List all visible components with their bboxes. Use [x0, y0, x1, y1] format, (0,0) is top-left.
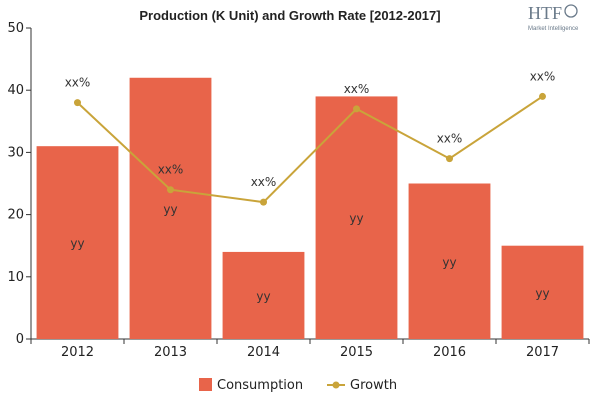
logo-mark: HTF: [528, 3, 562, 23]
growth-point-label: xx%: [158, 163, 184, 177]
consumption-labels: yy yy yy yy yy yy: [70, 202, 549, 303]
chart-title: Production (K Unit) and Growth Rate [201…: [139, 8, 440, 23]
legend-label-consumption: Consumption: [217, 378, 303, 393]
consumption-bars: [36, 77, 584, 339]
y-tick-label: 0: [16, 332, 24, 347]
growth-labels: xx% xx% xx% xx% xx% xx%: [65, 69, 556, 189]
y-tick-label: 40: [7, 83, 24, 98]
growth-point: [446, 155, 453, 163]
globe-icon: [564, 4, 578, 18]
growth-point-label: xx%: [251, 175, 277, 189]
x-tick-label: 2014: [247, 345, 280, 360]
consumption-bar-label: yy: [349, 212, 363, 226]
legend-label-growth: Growth: [350, 378, 397, 393]
growth-point-label: xx%: [65, 76, 91, 90]
x-axis: 2012 2013 2014 2015 2016 2017: [30, 338, 590, 360]
consumption-bar: [501, 245, 584, 339]
growth-point: [353, 105, 360, 113]
consumption-bar-label: yy: [70, 237, 84, 251]
growth-point-label: xx%: [530, 69, 556, 83]
legend-swatch-consumption: [199, 378, 212, 391]
consumption-bar-label: yy: [442, 255, 456, 269]
x-tick-label: 2015: [340, 345, 373, 360]
y-tick-label: 30: [7, 145, 24, 160]
growth-point-label: xx%: [344, 82, 370, 96]
x-tick-label: 2016: [433, 345, 466, 360]
x-tick-label: 2013: [154, 345, 187, 360]
legend-swatch-growth-marker: [332, 381, 340, 389]
growth-point: [74, 99, 81, 107]
htf-logo: HTF Market Intelligence: [528, 3, 579, 32]
y-axis: 0 10 20 30 40 50: [7, 21, 32, 347]
growth-point-label: xx%: [437, 132, 463, 146]
growth-series: [74, 92, 546, 206]
logo-tagline: Market Intelligence: [528, 26, 579, 32]
y-tick-label: 50: [7, 21, 24, 36]
growth-line: [76, 95, 544, 204]
consumption-bar: [408, 183, 491, 339]
y-tick-label: 20: [7, 208, 24, 223]
x-tick-label: 2012: [61, 345, 94, 360]
consumption-bar: [36, 146, 119, 339]
growth-point: [167, 186, 174, 194]
consumption-bar-label: yy: [256, 289, 270, 303]
consumption-bar: [129, 77, 212, 339]
legend: Consumption Growth: [199, 378, 397, 393]
consumption-bar-label: yy: [163, 202, 177, 216]
y-tick-label: 10: [7, 270, 24, 285]
consumption-bar: [222, 251, 305, 339]
consumption-bar-label: yy: [535, 286, 549, 300]
growth-point: [539, 92, 546, 100]
x-tick-label: 2017: [526, 345, 559, 360]
growth-point: [260, 198, 267, 206]
